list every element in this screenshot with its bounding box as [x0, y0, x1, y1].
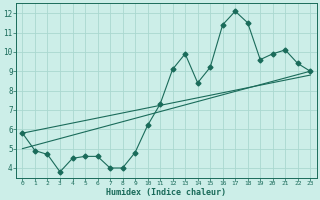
- X-axis label: Humidex (Indice chaleur): Humidex (Indice chaleur): [106, 188, 226, 197]
